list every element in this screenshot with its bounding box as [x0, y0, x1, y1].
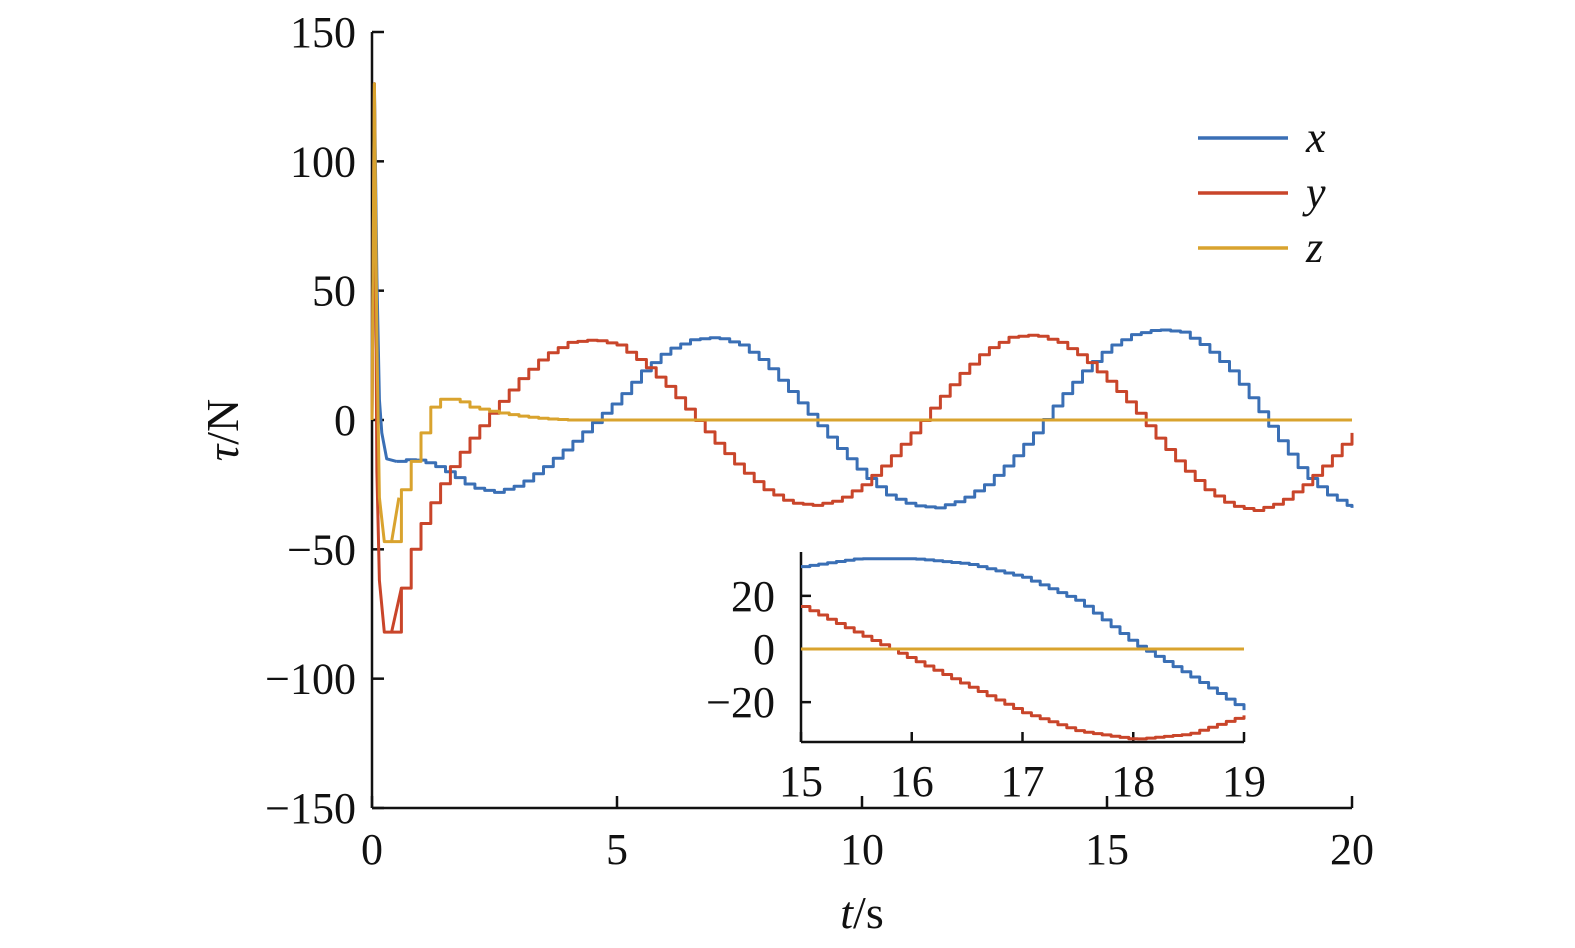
inset-x-tick-label: 18: [1111, 757, 1155, 806]
legend-label-y: y: [1302, 168, 1326, 217]
inset-x-tick-label: 17: [1001, 757, 1045, 806]
inset-y-tick-label: 0: [753, 625, 775, 674]
y-tick-label: 0: [334, 396, 356, 445]
inset-series-y-line: [801, 605, 1246, 741]
x-tick-label: 10: [840, 825, 884, 874]
y-tick-label: 150: [290, 8, 356, 57]
inset-x-tick-label: 16: [890, 757, 934, 806]
y-tick-label: −50: [287, 525, 356, 574]
legend-label-x: x: [1305, 113, 1326, 162]
x-tick-label: 15: [1085, 825, 1129, 874]
x-tick-label: 20: [1330, 825, 1374, 874]
inset-series-x-line: [801, 557, 1246, 711]
inset-x-tick-label: 15: [779, 757, 823, 806]
legend: xyz: [1198, 113, 1326, 272]
y-axis-label: τ/N: [197, 399, 248, 461]
x-axis-label: t/s: [840, 887, 883, 938]
y-tick-label: −100: [265, 655, 356, 704]
x-tick-label: 5: [606, 825, 628, 874]
series-y-line: [391, 333, 1354, 634]
x-tick-label: 0: [361, 825, 383, 874]
inset-y-tick-label: 20: [731, 572, 775, 621]
legend-label-z: z: [1305, 223, 1323, 272]
y-tick-label: 100: [290, 137, 356, 186]
series-z-line: [391, 397, 1352, 544]
y-tick-label: 50: [312, 267, 356, 316]
y-tick-label: −150: [265, 784, 356, 833]
inset-y-tick-label: −20: [706, 678, 775, 727]
inset-x-tick-label: 19: [1222, 757, 1266, 806]
series-x-line: [396, 328, 1354, 510]
